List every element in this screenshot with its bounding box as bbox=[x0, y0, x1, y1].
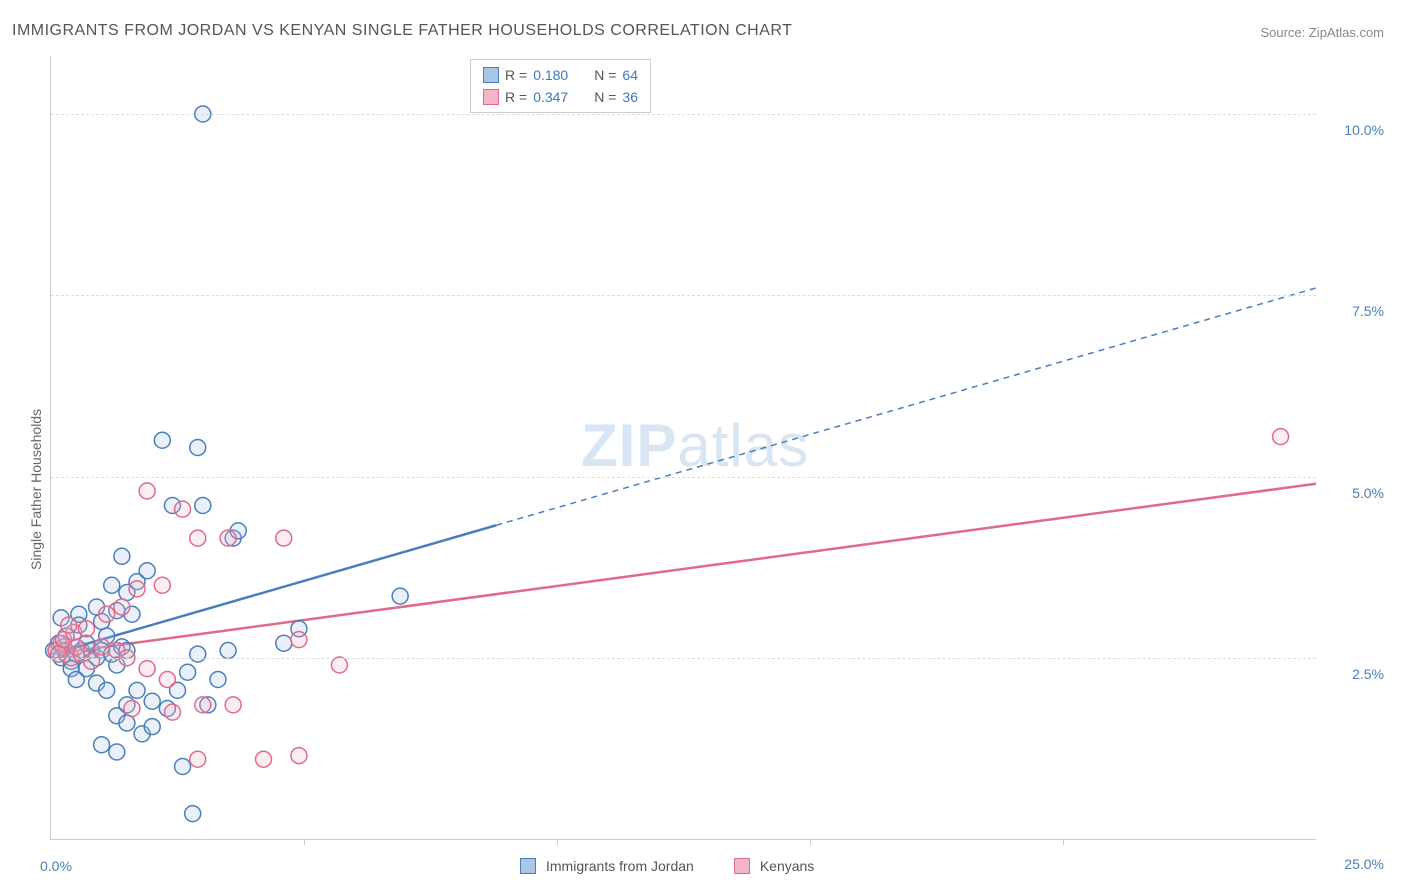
data-point bbox=[220, 643, 236, 659]
data-point bbox=[190, 440, 206, 456]
x-tick bbox=[1063, 839, 1064, 845]
gridline bbox=[51, 295, 1316, 296]
legend-swatch bbox=[734, 858, 750, 874]
data-point bbox=[94, 639, 110, 655]
y-tick-label: 10.0% bbox=[1344, 122, 1384, 138]
x-tick bbox=[810, 839, 811, 845]
x-tick bbox=[557, 839, 558, 845]
legend-swatch bbox=[483, 67, 499, 83]
data-point bbox=[276, 635, 292, 651]
data-point bbox=[129, 581, 145, 597]
data-point bbox=[225, 697, 241, 713]
data-point bbox=[331, 657, 347, 673]
trend-line bbox=[51, 484, 1316, 654]
legend-r-value: 0.347 bbox=[533, 86, 568, 108]
data-point bbox=[119, 715, 135, 731]
legend-stats: R = 0.180 N = 64 R = 0.347 N = 36 bbox=[470, 59, 651, 113]
plot-area: ZIPatlas bbox=[50, 56, 1316, 840]
legend-n-label: N = bbox=[594, 86, 616, 108]
chart-container: IMMIGRANTS FROM JORDAN VS KENYAN SINGLE … bbox=[0, 0, 1406, 892]
legend-series-label: Kenyans bbox=[760, 858, 814, 874]
data-point bbox=[114, 599, 130, 615]
legend-r-value: 0.180 bbox=[533, 64, 568, 86]
x-tick bbox=[304, 839, 305, 845]
data-point bbox=[139, 483, 155, 499]
data-point bbox=[175, 759, 191, 775]
data-point bbox=[291, 632, 307, 648]
data-point bbox=[139, 661, 155, 677]
data-point bbox=[94, 737, 110, 753]
data-point bbox=[195, 498, 211, 514]
data-point bbox=[144, 693, 160, 709]
data-point bbox=[144, 719, 160, 735]
data-point bbox=[154, 432, 170, 448]
data-point bbox=[210, 672, 226, 688]
data-point bbox=[129, 682, 145, 698]
data-point bbox=[256, 751, 272, 767]
data-point bbox=[109, 744, 125, 760]
x-axis-max-label: 25.0% bbox=[1344, 856, 1384, 872]
legend-n-label: N = bbox=[594, 64, 616, 86]
data-point bbox=[190, 530, 206, 546]
data-point bbox=[154, 577, 170, 593]
legend-series: Immigrants from Jordan Kenyans bbox=[520, 858, 844, 874]
legend-n-value: 36 bbox=[622, 86, 638, 108]
y-tick-label: 7.5% bbox=[1352, 303, 1384, 319]
trend-line-dashed bbox=[496, 288, 1316, 525]
gridline bbox=[51, 114, 1316, 115]
data-point bbox=[159, 672, 175, 688]
data-point bbox=[99, 682, 115, 698]
chart-title: IMMIGRANTS FROM JORDAN VS KENYAN SINGLE … bbox=[12, 22, 792, 40]
legend-series-label: Immigrants from Jordan bbox=[546, 858, 694, 874]
legend-r-label: R = bbox=[505, 86, 527, 108]
legend-stat-row: R = 0.180 N = 64 bbox=[483, 64, 638, 86]
legend-n-value: 64 bbox=[622, 64, 638, 86]
data-point bbox=[139, 563, 155, 579]
data-point bbox=[164, 704, 180, 720]
legend-swatch bbox=[483, 89, 499, 105]
y-axis-label: Single Father Households bbox=[28, 409, 44, 570]
data-point bbox=[99, 606, 115, 622]
legend-swatch bbox=[520, 858, 536, 874]
data-point bbox=[83, 653, 99, 669]
data-point bbox=[124, 701, 140, 717]
data-point bbox=[104, 577, 120, 593]
data-point bbox=[276, 530, 292, 546]
source-label: Source: ZipAtlas.com bbox=[1260, 25, 1384, 40]
data-point bbox=[114, 548, 130, 564]
legend-stat-row: R = 0.347 N = 36 bbox=[483, 86, 638, 108]
scatter-svg bbox=[51, 56, 1316, 839]
data-point bbox=[51, 646, 67, 662]
data-point bbox=[61, 617, 77, 633]
data-point bbox=[195, 697, 211, 713]
legend-r-label: R = bbox=[505, 64, 527, 86]
data-point bbox=[190, 646, 206, 662]
data-point bbox=[190, 751, 206, 767]
y-tick-label: 5.0% bbox=[1352, 485, 1384, 501]
gridline bbox=[51, 477, 1316, 478]
data-point bbox=[220, 530, 236, 546]
data-point bbox=[175, 501, 191, 517]
y-tick-label: 2.5% bbox=[1352, 666, 1384, 682]
x-axis-min-label: 0.0% bbox=[40, 858, 72, 874]
data-point bbox=[185, 806, 201, 822]
data-point bbox=[1273, 429, 1289, 445]
data-point bbox=[180, 664, 196, 680]
gridline bbox=[51, 658, 1316, 659]
data-point bbox=[392, 588, 408, 604]
data-point bbox=[78, 621, 94, 637]
data-point bbox=[291, 748, 307, 764]
